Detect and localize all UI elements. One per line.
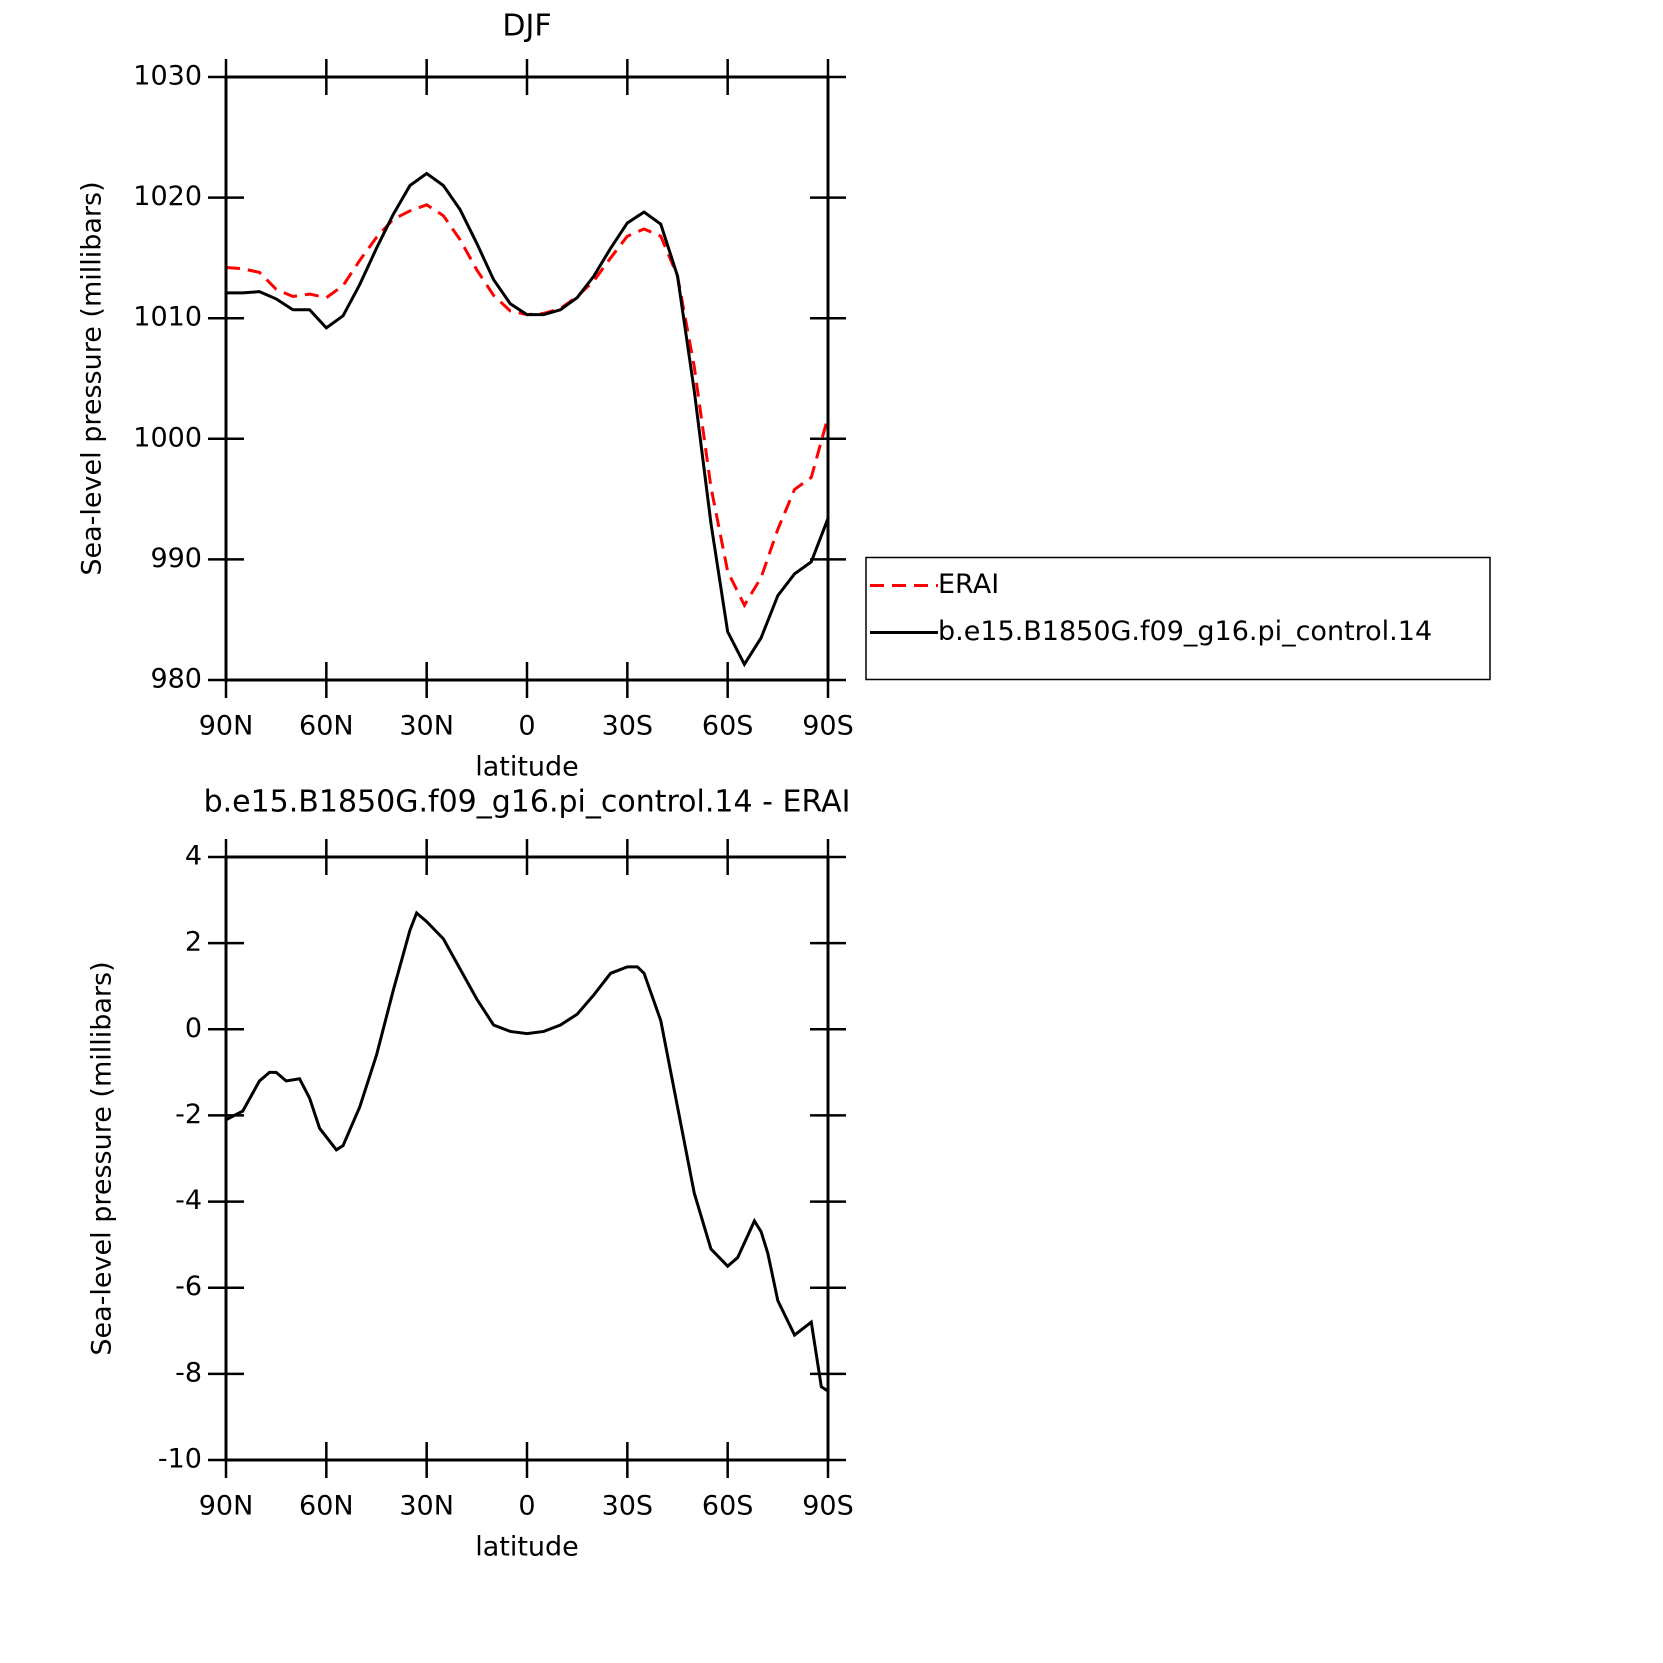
y-tick-label: 1030	[133, 61, 202, 92]
series-line	[225, 203, 830, 609]
legend-label: ERAI	[938, 569, 999, 600]
x-tick-label: 90N	[199, 1491, 254, 1522]
plot-frame	[224, 855, 830, 1462]
x-tick-label: 30S	[602, 711, 654, 742]
x-tick-label: 60S	[702, 711, 754, 742]
y-tick-label: 1000	[133, 422, 202, 453]
y-tick-label: 1020	[133, 181, 202, 212]
x-tick-label: 60N	[299, 1491, 354, 1522]
chart-title: DJF	[502, 9, 551, 44]
x-tick-label: 90S	[802, 711, 854, 742]
chart-title: b.e15.B1850G.f09_g16.pi_control.14 - ERA…	[204, 785, 851, 820]
x-tick-label: 30N	[399, 711, 454, 742]
x-tick-label: 60S	[702, 1491, 754, 1522]
series-line	[225, 910, 829, 1393]
y-tick-label: 4	[185, 841, 202, 872]
series-line	[226, 171, 830, 668]
y-tick-label: -2	[175, 1099, 202, 1130]
y-axis-label: Sea-level pressure (millibars)	[87, 961, 118, 1355]
y-tick-label: -10	[158, 1444, 202, 1475]
y-tick-label: 2	[185, 927, 202, 958]
x-tick-label: 0	[518, 711, 535, 742]
legend-box	[865, 556, 1491, 681]
x-axis-label: latitude	[475, 1532, 579, 1563]
y-tick-label: -8	[175, 1357, 202, 1388]
x-tick-label: 60N	[299, 711, 354, 742]
y-axis-label: Sea-level pressure (millibars)	[77, 181, 108, 575]
x-tick-label: 30S	[602, 1491, 654, 1522]
x-tick-label: 90S	[802, 1491, 854, 1522]
legend-label: b.e15.B1850G.f09_g16.pi_control.14	[938, 616, 1432, 647]
x-axis-label: latitude	[475, 752, 579, 783]
y-tick-label: 990	[150, 543, 202, 574]
y-tick-label: -4	[175, 1185, 202, 1216]
y-tick-label: 980	[150, 664, 202, 695]
y-tick-label: 1010	[133, 302, 202, 333]
plot-frame	[224, 75, 830, 682]
x-tick-label: 30N	[399, 1491, 454, 1522]
y-tick-label: 0	[185, 1013, 202, 1044]
x-tick-label: 90N	[199, 711, 254, 742]
y-tick-label: -6	[175, 1271, 202, 1302]
x-tick-label: 0	[518, 1491, 535, 1522]
